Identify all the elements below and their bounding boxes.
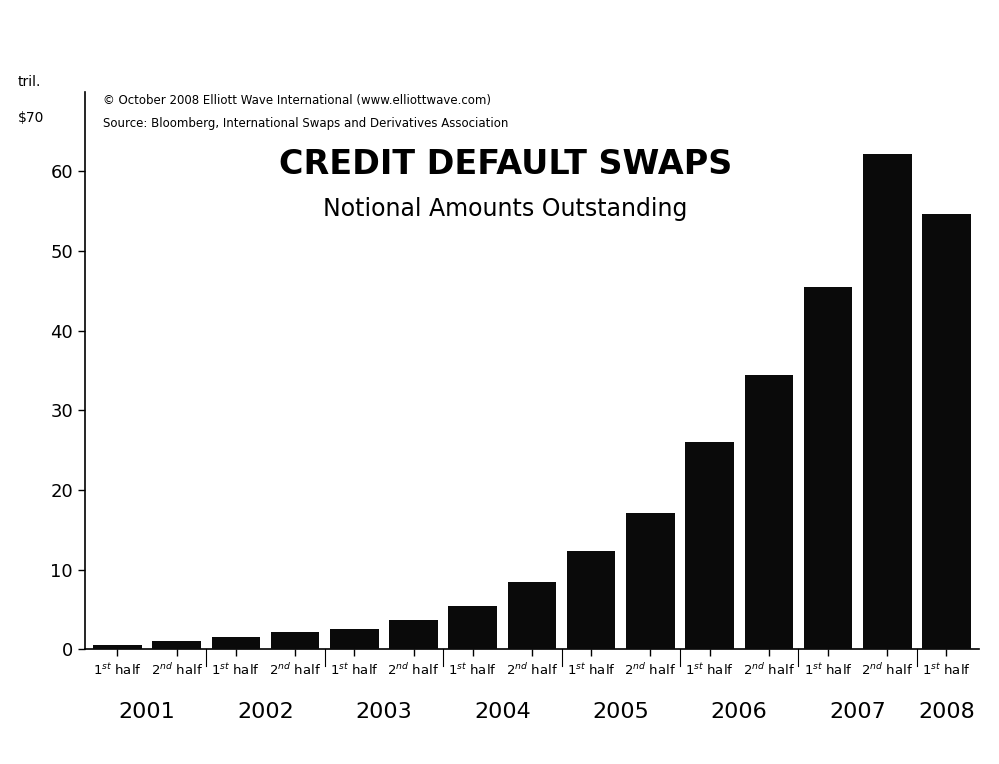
Text: Source: Bloomberg, International Swaps and Derivatives Association: Source: Bloomberg, International Swaps a… [103, 117, 508, 130]
Bar [626, 513, 674, 649]
Bar [93, 646, 142, 649]
Bar [212, 637, 260, 649]
Bar [566, 551, 615, 649]
Text: $70: $70 [18, 112, 44, 125]
Text: 2003: 2003 [356, 702, 413, 722]
Bar [863, 154, 911, 649]
Bar [271, 632, 320, 649]
Bar [804, 286, 852, 649]
Bar [922, 215, 971, 649]
Text: 2008: 2008 [918, 702, 975, 722]
Text: tril.: tril. [18, 75, 41, 89]
Text: CREDIT DEFAULT SWAPS: CREDIT DEFAULT SWAPS [279, 147, 732, 180]
Text: Notional Amounts Outstanding: Notional Amounts Outstanding [323, 197, 687, 221]
Bar [390, 620, 438, 649]
Text: 2006: 2006 [711, 702, 767, 722]
Text: 2007: 2007 [829, 702, 886, 722]
Text: 2004: 2004 [474, 702, 530, 722]
Bar [507, 582, 556, 649]
Bar [153, 642, 201, 649]
Text: 2001: 2001 [119, 702, 176, 722]
Bar [744, 375, 793, 649]
Text: 2002: 2002 [237, 702, 294, 722]
Bar [449, 607, 498, 649]
Text: © October 2008 Elliott Wave International (www.elliottwave.com): © October 2008 Elliott Wave Internationa… [103, 95, 491, 108]
Bar [330, 629, 379, 649]
Text: 2005: 2005 [592, 702, 649, 722]
Bar [685, 442, 734, 649]
